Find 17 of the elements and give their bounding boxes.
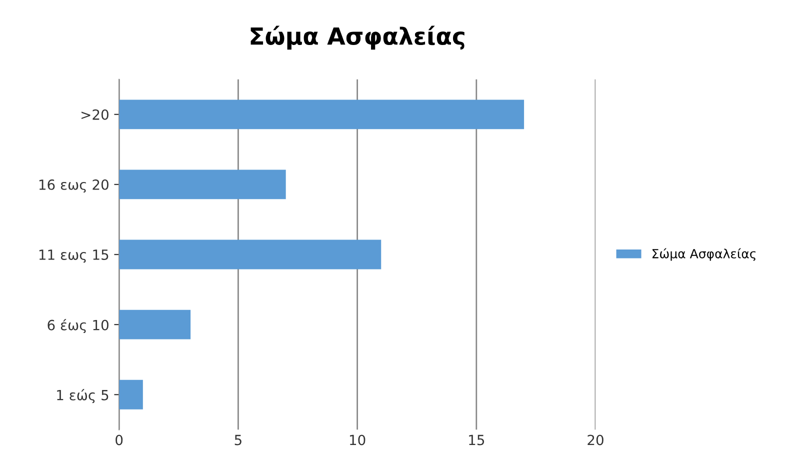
- x-tick-label: 20: [588, 434, 604, 446]
- x-tick-label: 10: [350, 434, 366, 446]
- y-tick-label: 16 εως 20: [39, 179, 108, 193]
- x-tick-label: 0: [116, 434, 123, 446]
- bar: [119, 100, 524, 130]
- x-tick-label: 15: [469, 434, 484, 446]
- y-tick-label: 1 εώς 5: [57, 389, 108, 404]
- bar: [119, 380, 143, 410]
- x-tick-label: 5: [234, 434, 242, 446]
- chart-title: Σώμα Ασφαλείας: [250, 26, 464, 50]
- bar: [119, 240, 382, 270]
- y-tick-label: 6 έως 10: [48, 319, 108, 334]
- y-tick-label: >20: [82, 109, 108, 120]
- legend-label: Σώμα Ασφαλείας: [652, 248, 756, 261]
- bar: [119, 310, 191, 340]
- y-tick-label: 11 εως 15: [39, 250, 108, 263]
- bar: [119, 170, 286, 200]
